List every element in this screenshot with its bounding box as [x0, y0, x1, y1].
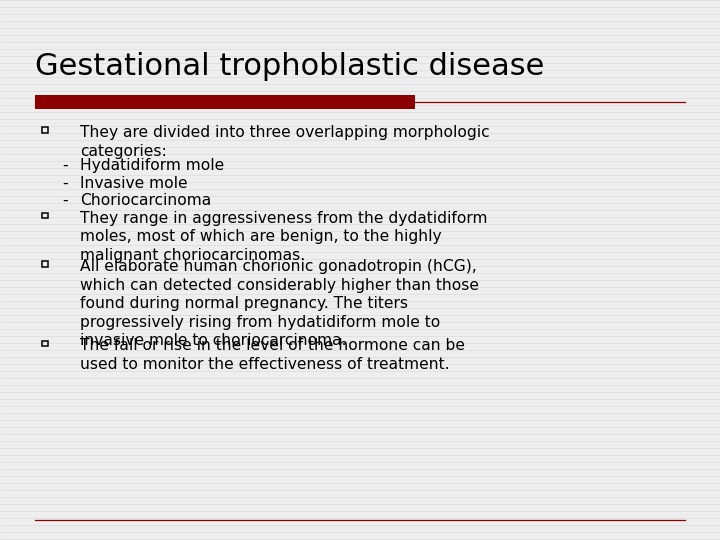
- Bar: [42, 213, 48, 218]
- Text: Choriocarcinoma: Choriocarcinoma: [80, 193, 211, 208]
- Text: Hydatidiform mole: Hydatidiform mole: [80, 158, 224, 173]
- Text: Gestational trophoblastic disease: Gestational trophoblastic disease: [35, 52, 544, 81]
- Text: All elaborate human chorionic gonadotropin (hCG),
which can detected considerabl: All elaborate human chorionic gonadotrop…: [80, 259, 479, 348]
- Bar: [35, 95, 415, 109]
- Text: Invasive mole: Invasive mole: [80, 176, 188, 191]
- Text: The fall or rise in the level of the hormone can be
used to monitor the effectiv: The fall or rise in the level of the hor…: [80, 339, 465, 372]
- Text: They are divided into three overlapping morphologic
categories:: They are divided into three overlapping …: [80, 125, 490, 159]
- Bar: [42, 127, 48, 132]
- Text: -: -: [62, 176, 68, 191]
- Text: -: -: [62, 193, 68, 208]
- Bar: [42, 341, 48, 346]
- Text: They range in aggressiveness from the dydatidiform
moles, most of which are beni: They range in aggressiveness from the dy…: [80, 211, 487, 262]
- Text: -: -: [62, 158, 68, 173]
- Bar: [42, 261, 48, 267]
